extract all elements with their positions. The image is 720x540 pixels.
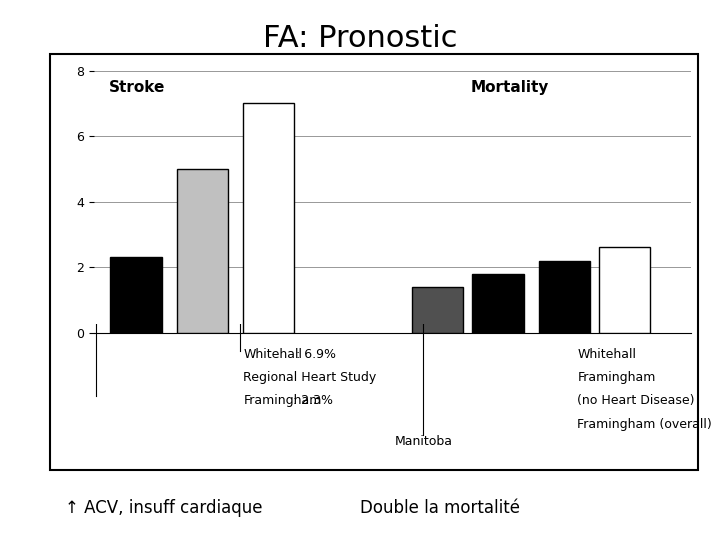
Text: (no Heart Disease): (no Heart Disease) xyxy=(577,394,695,407)
Text: : 6.9%: : 6.9% xyxy=(296,348,336,361)
Bar xyxy=(243,103,294,333)
Bar xyxy=(539,260,590,333)
Text: Regional Heart Study: Regional Heart Study xyxy=(243,370,377,383)
Text: Double la mortalité: Double la mortalité xyxy=(360,498,520,517)
Text: Framingham: Framingham xyxy=(577,370,656,383)
Bar xyxy=(110,257,161,333)
Text: Whitehall: Whitehall xyxy=(243,348,302,361)
Bar xyxy=(599,247,650,333)
Text: Mortality: Mortality xyxy=(471,80,549,96)
Text: FA: Pronostic: FA: Pronostic xyxy=(263,24,457,53)
Text: Whitehall: Whitehall xyxy=(577,348,636,361)
Bar xyxy=(412,287,464,333)
Text: Stroke: Stroke xyxy=(109,80,165,96)
Bar xyxy=(176,169,228,333)
Text: ↑ ACV, insuff cardiaque: ↑ ACV, insuff cardiaque xyxy=(65,498,262,517)
Text: : 2.3%: : 2.3% xyxy=(292,394,333,407)
Bar xyxy=(472,274,523,333)
Text: Framingham (overall): Framingham (overall) xyxy=(577,418,712,431)
Text: Framingham: Framingham xyxy=(243,394,322,407)
Text: Manitoba: Manitoba xyxy=(395,435,452,448)
